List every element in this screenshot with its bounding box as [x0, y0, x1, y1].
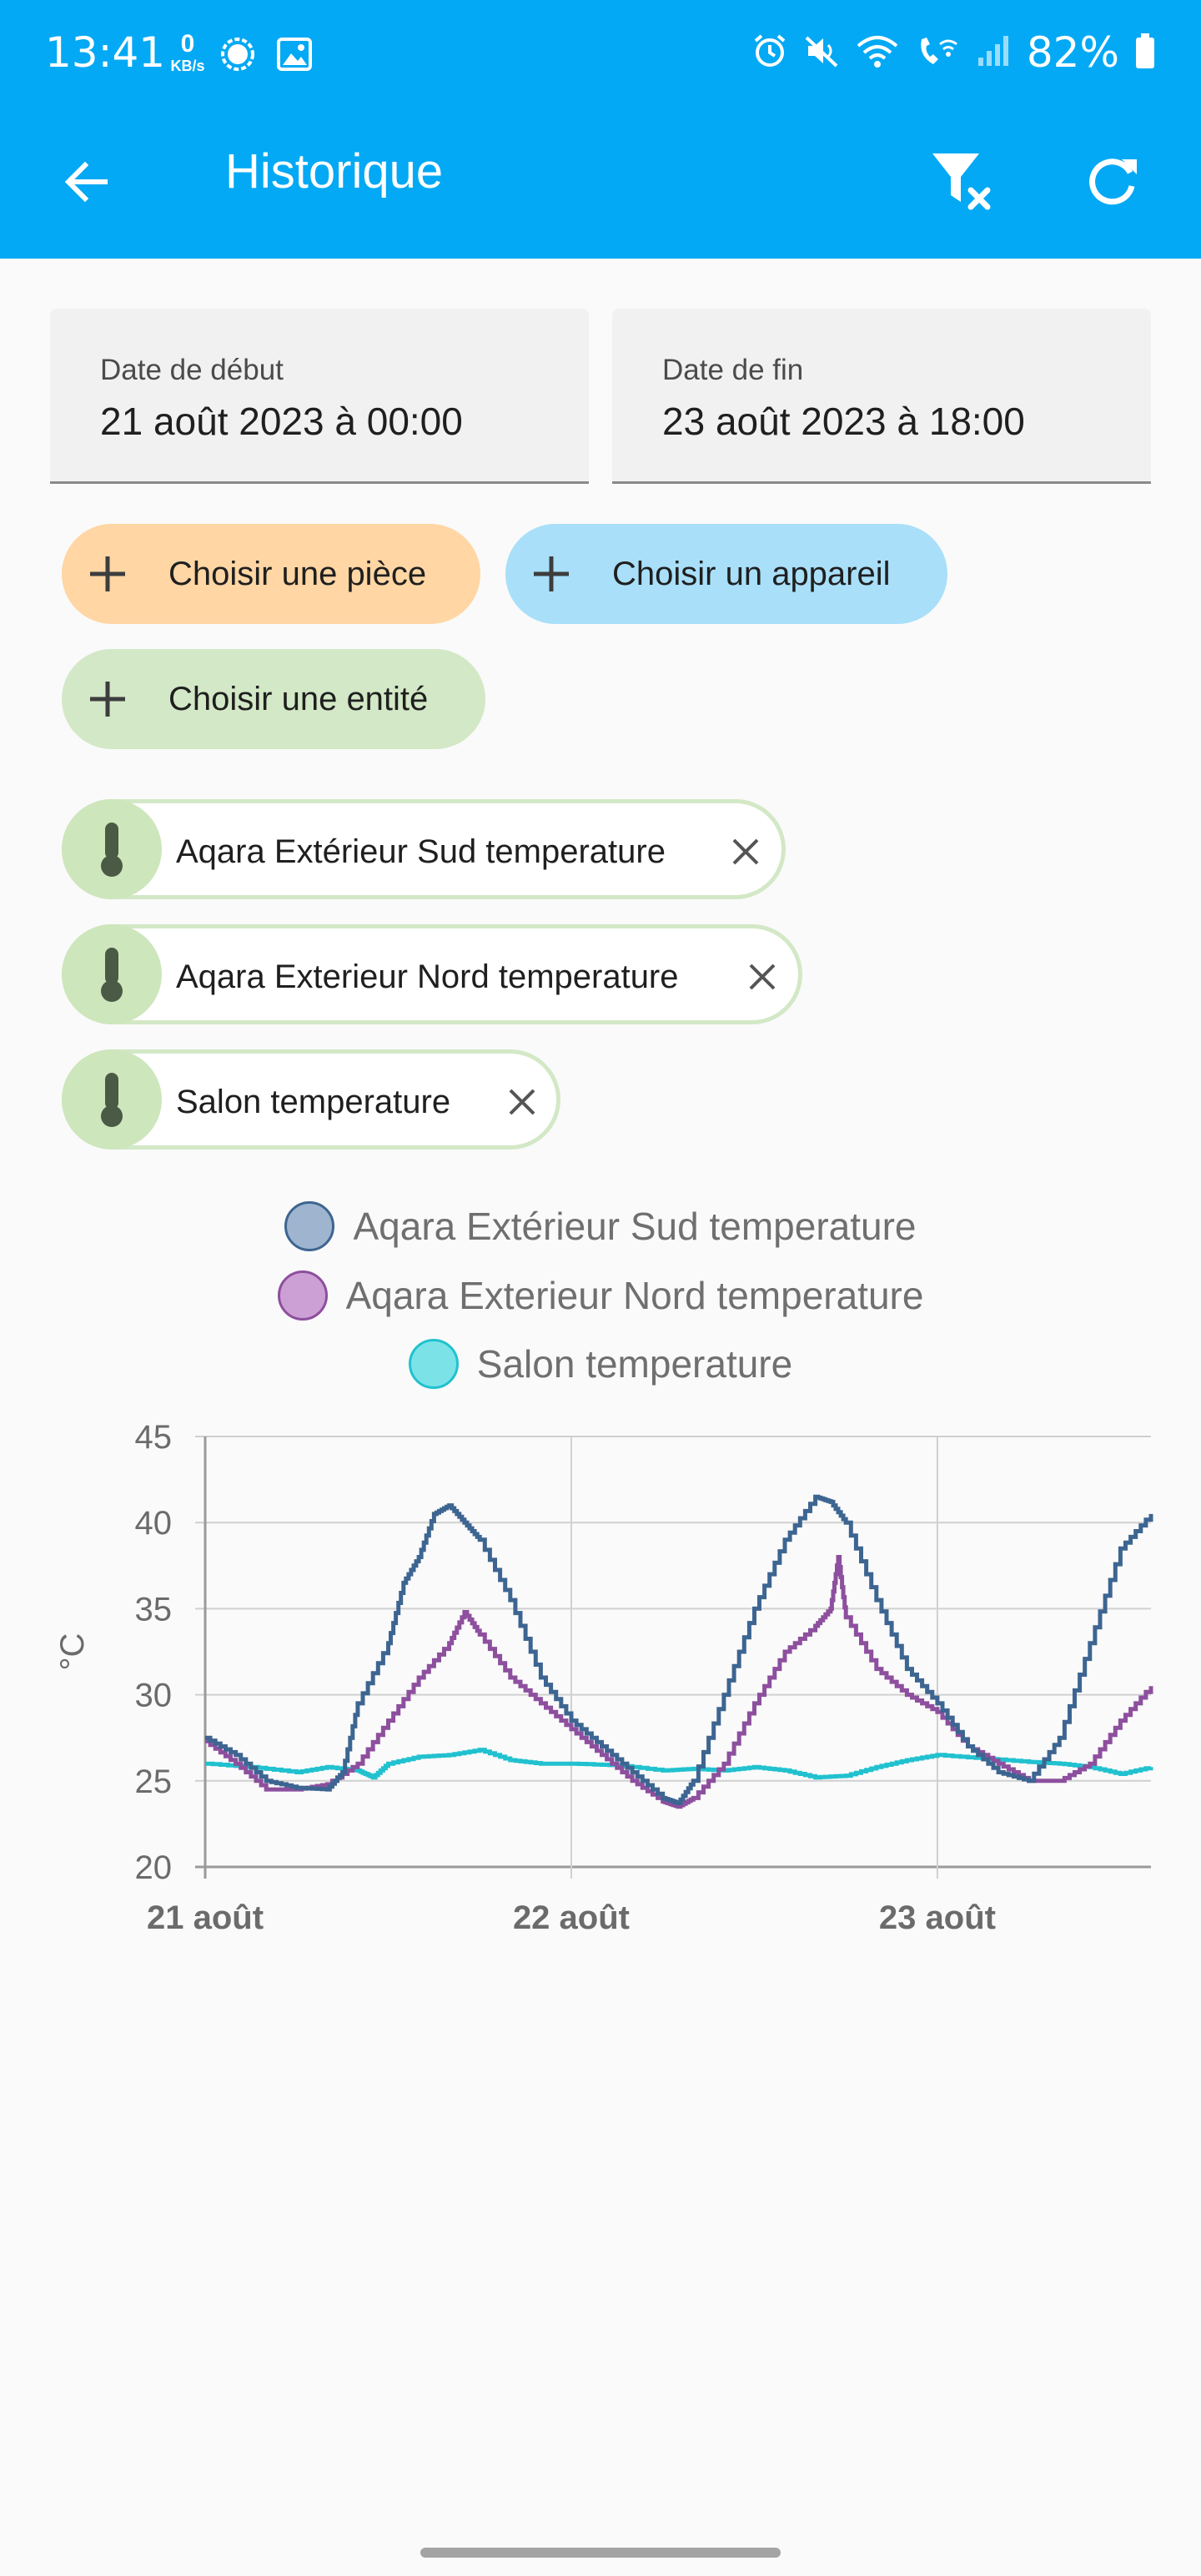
- legend-swatch: [277, 1270, 328, 1321]
- signal-messenger-icon: [219, 35, 257, 78]
- wifi-calling-icon: [915, 33, 960, 73]
- choose-device-label: Choisir un appareil: [612, 556, 891, 592]
- legend-label: Salon temperature: [476, 1342, 793, 1386]
- plus-icon: [87, 678, 128, 724]
- gallery-icon: [275, 35, 314, 78]
- entity-chip[interactable]: Salon temperature: [62, 1049, 560, 1150]
- temperature-chart[interactable]: 20 25 30 35 40 45 21 août 22 août 23 août °C: [0, 1393, 1201, 1960]
- filter-clear-icon: [927, 147, 997, 221]
- legend-label: Aqara Exterieur Nord temperature: [345, 1274, 924, 1317]
- choose-device-button[interactable]: Choisir un appareil: [505, 524, 947, 624]
- refresh-icon: [1083, 153, 1142, 215]
- page-title: Historique: [225, 144, 444, 199]
- end-date-value: 23 août 2023 à 18:00: [662, 400, 1025, 443]
- entity-chip-label: Aqara Exterieur Nord temperature: [176, 958, 679, 995]
- network-speed-value: 0: [180, 30, 195, 58]
- y-axis-label: °C: [54, 1633, 91, 1671]
- x-tick-label: 22 août: [513, 1899, 630, 1936]
- y-tick-label: 20: [135, 1849, 173, 1886]
- arrow-back-icon: [60, 155, 113, 213]
- start-date-value: 21 août 2023 à 00:00: [100, 400, 463, 443]
- battery-icon: [1134, 33, 1156, 73]
- x-tick-label: 23 août: [879, 1899, 996, 1936]
- network-speed: 0 KB/s: [167, 30, 209, 74]
- close-icon[interactable]: [741, 956, 783, 998]
- plus-icon: [87, 553, 128, 599]
- close-icon[interactable]: [501, 1081, 543, 1123]
- clear-filters-button[interactable]: [921, 142, 1004, 225]
- y-tick-label: 30: [135, 1678, 173, 1714]
- series-line: [205, 1494, 1153, 1806]
- end-date-field[interactable]: Date de fin 23 août 2023 à 18:00: [612, 309, 1151, 484]
- y-tick-label: 45: [135, 1419, 173, 1456]
- choose-room-label: Choisir une pièce: [168, 556, 427, 592]
- close-icon[interactable]: [725, 831, 766, 873]
- status-bar: 13:41 0 KB/s 82%: [0, 0, 1201, 108]
- mute-icon: [803, 33, 840, 73]
- legend-item[interactable]: Aqara Extérieur Sud temperature: [0, 1201, 1201, 1251]
- entity-chip[interactable]: Aqara Extérieur Sud temperature: [62, 799, 786, 899]
- choose-room-button[interactable]: Choisir une pièce: [62, 524, 480, 624]
- legend-item[interactable]: Aqara Exterieur Nord temperature: [0, 1270, 1201, 1321]
- app-bar: Historique: [0, 108, 1201, 259]
- start-date-field[interactable]: Date de début 21 août 2023 à 00:00: [50, 309, 589, 484]
- status-time: 13:41: [45, 28, 166, 77]
- alarm-icon: [751, 33, 788, 73]
- y-tick-label: 25: [135, 1763, 173, 1800]
- legend-swatch: [284, 1201, 335, 1251]
- wifi-icon: [855, 33, 900, 73]
- home-indicator[interactable]: [420, 2548, 781, 2558]
- plus-icon: [530, 553, 572, 599]
- refresh-button[interactable]: [1071, 142, 1154, 225]
- start-date-label: Date de début: [100, 354, 284, 386]
- legend-label: Aqara Extérieur Sud temperature: [353, 1205, 917, 1248]
- cellular-signal-icon: [975, 33, 1012, 73]
- battery-percent: 82%: [1026, 28, 1119, 77]
- choose-entity-label: Choisir une entité: [168, 681, 429, 717]
- x-tick-label: 21 août: [147, 1899, 264, 1936]
- thermometer-icon: [62, 1049, 162, 1150]
- entity-chip-label: Aqara Extérieur Sud temperature: [176, 833, 666, 870]
- choose-entity-button[interactable]: Choisir une entité: [62, 649, 485, 749]
- thermometer-icon: [62, 799, 162, 899]
- thermometer-icon: [62, 924, 162, 1024]
- y-tick-label: 35: [135, 1591, 173, 1628]
- entity-chip[interactable]: Aqara Exterieur Nord temperature: [62, 924, 802, 1024]
- back-button[interactable]: [45, 142, 128, 225]
- network-speed-unit: KB/s: [170, 58, 205, 74]
- legend-swatch: [408, 1339, 459, 1389]
- end-date-label: Date de fin: [662, 354, 804, 386]
- entity-chip-label: Salon temperature: [176, 1084, 451, 1120]
- y-tick-label: 40: [135, 1505, 173, 1542]
- legend-item[interactable]: Salon temperature: [0, 1339, 1201, 1389]
